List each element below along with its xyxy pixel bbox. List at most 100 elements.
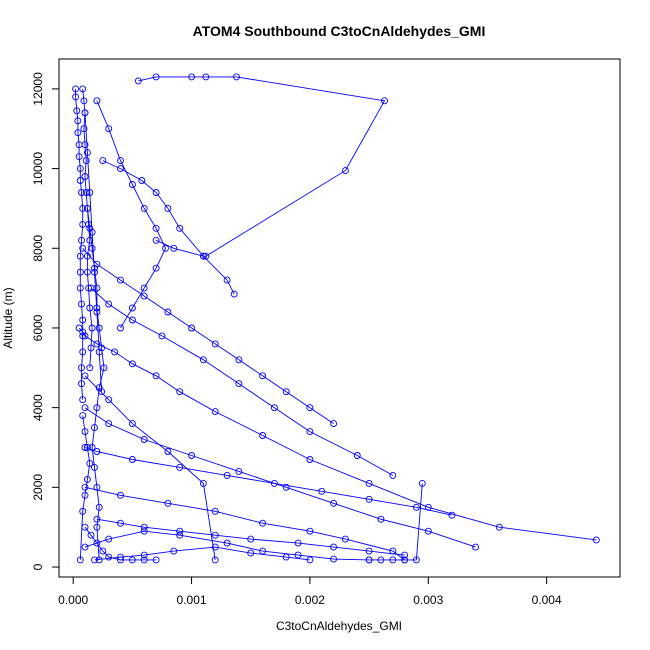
data-point xyxy=(74,129,82,137)
data-point xyxy=(128,181,136,188)
data-point xyxy=(152,189,160,196)
data-point xyxy=(170,547,178,555)
data-point xyxy=(79,328,87,336)
data-point xyxy=(98,388,106,396)
data-point xyxy=(259,519,267,527)
data-point xyxy=(140,284,148,292)
data-point xyxy=(117,165,124,173)
data-point xyxy=(282,388,290,396)
data-point xyxy=(223,539,231,547)
data-point xyxy=(495,523,503,531)
data-point xyxy=(230,290,238,298)
x-axis: 0.000 0.001 0.002 0.003 0.004 xyxy=(58,576,562,607)
data-point xyxy=(88,228,96,236)
data-point xyxy=(211,408,219,416)
data-point xyxy=(176,463,184,471)
data-point xyxy=(80,97,88,105)
data-point xyxy=(117,519,124,527)
data-point xyxy=(79,316,87,324)
data-point xyxy=(188,73,196,81)
data-point xyxy=(93,515,101,523)
data-point xyxy=(81,543,89,551)
x-tick-label: 0.000 xyxy=(58,593,88,607)
data-point xyxy=(472,543,480,551)
data-point xyxy=(93,97,101,105)
data-point xyxy=(152,236,160,244)
data-point xyxy=(412,556,420,564)
data-point xyxy=(100,364,108,372)
data-point xyxy=(78,300,85,308)
data-point xyxy=(79,244,87,252)
data-point xyxy=(76,177,84,184)
data-point xyxy=(87,531,95,539)
series-line xyxy=(84,447,452,516)
y-axis-label: Altitude (m) xyxy=(1,287,15,348)
data-point xyxy=(164,499,172,507)
data-point xyxy=(365,495,373,503)
data-point xyxy=(128,304,136,312)
data-point xyxy=(365,479,373,487)
data-point xyxy=(93,523,101,531)
data-point xyxy=(128,360,136,368)
data-point xyxy=(152,73,160,81)
data-point xyxy=(389,556,397,564)
data-point xyxy=(247,549,255,557)
data-point xyxy=(140,551,148,559)
data-point xyxy=(83,149,91,157)
data-point xyxy=(365,556,373,564)
data-point xyxy=(341,167,349,175)
series-line xyxy=(102,160,235,295)
x-tick-label: 0.001 xyxy=(177,593,207,607)
data-point xyxy=(78,380,85,388)
data-point xyxy=(83,444,91,451)
series-line xyxy=(94,546,310,561)
data-point xyxy=(78,189,85,196)
data-point xyxy=(86,189,94,196)
data-point xyxy=(282,483,290,491)
x-tick-label: 0.002 xyxy=(295,593,325,607)
data-point xyxy=(259,372,267,380)
data-point xyxy=(72,85,80,93)
data-point xyxy=(199,252,207,260)
data-point xyxy=(78,364,85,372)
data-point xyxy=(592,536,600,544)
data-point xyxy=(95,503,103,511)
data-point xyxy=(95,348,103,356)
data-point xyxy=(93,404,101,412)
data-point xyxy=(381,97,388,105)
series-line xyxy=(96,518,405,556)
data-point xyxy=(76,252,84,260)
data-point xyxy=(306,404,314,412)
data-point xyxy=(401,551,409,559)
data-point xyxy=(170,244,178,252)
data-point xyxy=(86,224,94,232)
data-point xyxy=(81,332,89,340)
x-tick-label: 0.004 xyxy=(532,593,562,607)
y-axis: 0 2000 4000 6000 8000 10000 12000 xyxy=(31,72,60,570)
data-point xyxy=(140,204,148,212)
data-point xyxy=(202,73,210,81)
data-point xyxy=(88,444,96,451)
series-line xyxy=(82,248,334,424)
y-tick-label: 0 xyxy=(31,563,45,570)
data-point xyxy=(318,487,326,495)
data-point xyxy=(86,364,94,372)
data-point xyxy=(93,539,101,547)
y-tick-label: 6000 xyxy=(31,314,45,341)
data-point xyxy=(81,173,89,180)
data-point xyxy=(330,499,338,507)
data-point xyxy=(87,284,95,292)
data-point xyxy=(211,543,219,551)
data-point xyxy=(117,276,124,284)
data-point xyxy=(95,324,103,332)
y-tick-label: 4000 xyxy=(31,394,45,421)
data-point xyxy=(75,324,83,332)
series-line xyxy=(84,407,476,548)
data-point xyxy=(164,204,172,212)
data-point xyxy=(140,527,148,535)
data-point xyxy=(418,479,426,487)
data-point xyxy=(76,165,84,173)
data-point xyxy=(233,73,240,81)
data-point xyxy=(81,491,89,499)
data-point xyxy=(176,388,184,396)
